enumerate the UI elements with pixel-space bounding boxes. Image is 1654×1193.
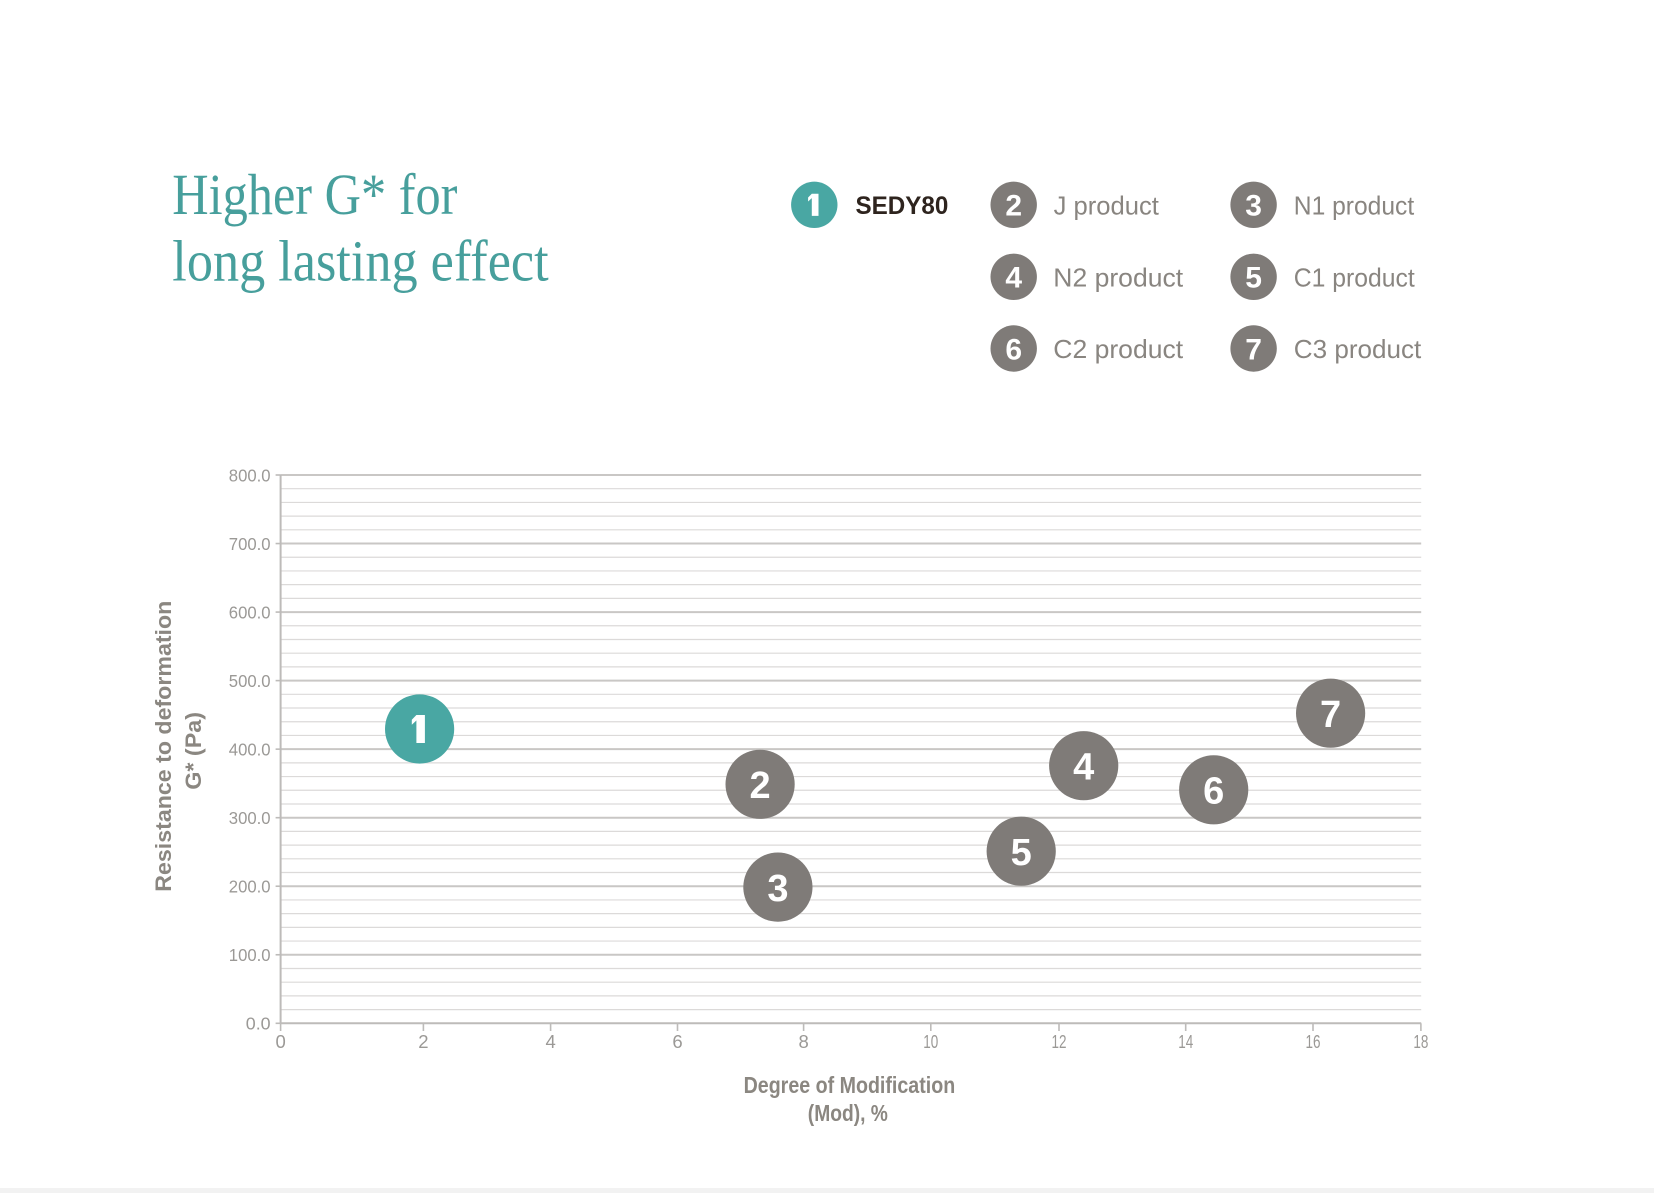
svg-text:800.0: 800.0 [229,465,271,485]
svg-text:700.0: 700.0 [229,534,271,554]
svg-text:long lasting effect: long lasting effect [172,229,548,294]
svg-text:8: 8 [798,1031,808,1052]
svg-text:18: 18 [1413,1031,1428,1052]
svg-text:6: 6 [1005,333,1022,366]
svg-text:N1 product: N1 product [1294,191,1415,221]
svg-text:3: 3 [1245,190,1262,223]
svg-text:16: 16 [1306,1031,1321,1052]
svg-text:100.0: 100.0 [229,945,271,965]
svg-text:2: 2 [418,1031,428,1052]
svg-text:N2 product: N2 product [1053,263,1184,293]
svg-text:4: 4 [1073,746,1094,788]
svg-text:J product: J product [1054,191,1160,221]
svg-text:600.0: 600.0 [229,602,271,622]
svg-text:Degree of Modification: Degree of Modification [744,1072,956,1098]
svg-text:4: 4 [545,1031,555,1052]
svg-text:12: 12 [1052,1031,1067,1052]
svg-text:(Mod), %: (Mod), % [808,1100,888,1126]
svg-text:5: 5 [1245,262,1262,295]
svg-text:3: 3 [767,868,788,910]
svg-text:7: 7 [1245,333,1262,366]
svg-text:6: 6 [1203,771,1224,813]
svg-text:SEDY80: SEDY80 [856,192,949,220]
svg-text:14: 14 [1178,1031,1193,1052]
svg-text:2: 2 [1005,190,1022,223]
svg-text:6: 6 [672,1031,682,1052]
svg-text:500.0: 500.0 [229,671,271,691]
svg-text:200.0: 200.0 [229,877,271,897]
svg-text:10: 10 [923,1031,938,1052]
svg-text:4: 4 [1005,262,1022,295]
svg-text:Higher G* for: Higher G* for [172,162,457,227]
svg-text:G* (Pa): G* (Pa) [181,712,206,790]
svg-text:5: 5 [1011,832,1032,874]
svg-text:Resistance to deformation: Resistance to deformation [151,601,176,892]
svg-text:2: 2 [750,765,771,807]
svg-text:C3 product: C3 product [1294,334,1422,364]
svg-text:C1 product: C1 product [1294,263,1416,293]
svg-text:300.0: 300.0 [229,808,271,828]
svg-text:C2 product: C2 product [1053,334,1184,364]
svg-text:0: 0 [275,1031,285,1052]
svg-text:7: 7 [1320,694,1341,736]
svg-text:0.0: 0.0 [246,1014,271,1034]
svg-text:400.0: 400.0 [229,739,271,759]
